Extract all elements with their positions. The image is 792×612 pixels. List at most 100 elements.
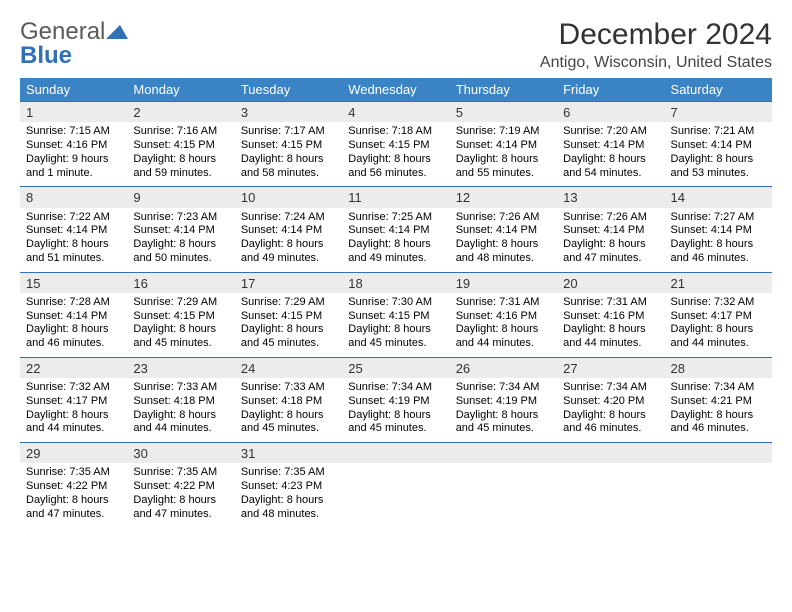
daylight-text: Daylight: 8 hours and 45 minutes.	[241, 409, 336, 437]
daylight-text: Daylight: 8 hours and 54 minutes.	[563, 153, 658, 181]
day-detail-row: Sunrise: 7:28 AMSunset: 4:14 PMDaylight:…	[20, 293, 772, 358]
sunset-text: Sunset: 4:19 PM	[456, 395, 551, 409]
day-number-cell: 16	[127, 272, 234, 293]
sunrise-text: Sunrise: 7:34 AM	[671, 381, 766, 395]
sunrise-text: Sunrise: 7:21 AM	[671, 125, 766, 139]
weekday-header-row: SundayMondayTuesdayWednesdayThursdayFrid…	[20, 78, 772, 102]
sunrise-text: Sunrise: 7:28 AM	[26, 296, 121, 310]
sunset-text: Sunset: 4:14 PM	[456, 224, 551, 238]
day-number: 6	[563, 104, 658, 122]
header: General Blue December 2024 Antigo, Wisco…	[20, 18, 772, 72]
day-detail-cell	[557, 463, 664, 527]
day-number: 8	[26, 189, 121, 207]
day-number-cell: 2	[127, 102, 234, 123]
day-number-cell: 12	[450, 187, 557, 208]
day-number-cell: 22	[20, 357, 127, 378]
sunset-text: Sunset: 4:15 PM	[133, 139, 228, 153]
day-number: 2	[133, 104, 228, 122]
sunset-text: Sunset: 4:20 PM	[563, 395, 658, 409]
daylight-text: Daylight: 8 hours and 56 minutes.	[348, 153, 443, 181]
day-detail-cell: Sunrise: 7:28 AMSunset: 4:14 PMDaylight:…	[20, 293, 127, 358]
day-detail-cell: Sunrise: 7:33 AMSunset: 4:18 PMDaylight:…	[127, 378, 234, 443]
day-detail-row: Sunrise: 7:32 AMSunset: 4:17 PMDaylight:…	[20, 378, 772, 443]
daylight-text: Daylight: 8 hours and 46 minutes.	[563, 409, 658, 437]
day-number-cell: 4	[342, 102, 449, 123]
day-number: 20	[563, 275, 658, 293]
daylight-text: Daylight: 8 hours and 46 minutes.	[671, 238, 766, 266]
day-number: 13	[563, 189, 658, 207]
day-detail-cell: Sunrise: 7:26 AMSunset: 4:14 PMDaylight:…	[450, 208, 557, 273]
day-number-row: 891011121314	[20, 187, 772, 208]
brand-word-1: General	[20, 18, 105, 45]
sunset-text: Sunset: 4:16 PM	[456, 310, 551, 324]
day-detail-cell: Sunrise: 7:34 AMSunset: 4:19 PMDaylight:…	[342, 378, 449, 443]
day-number: 11	[348, 189, 443, 207]
day-detail-cell	[665, 463, 772, 527]
day-number-row: 15161718192021	[20, 272, 772, 293]
day-number-cell: 1	[20, 102, 127, 123]
day-number: 16	[133, 275, 228, 293]
sunrise-text: Sunrise: 7:16 AM	[133, 125, 228, 139]
day-number-cell: 19	[450, 272, 557, 293]
day-number: 12	[456, 189, 551, 207]
sunset-text: Sunset: 4:15 PM	[133, 310, 228, 324]
daylight-text: Daylight: 8 hours and 58 minutes.	[241, 153, 336, 181]
weekday-header: Tuesday	[235, 78, 342, 102]
day-number-cell: 29	[20, 443, 127, 464]
brand-arrow-icon	[106, 23, 128, 44]
day-number-cell: 23	[127, 357, 234, 378]
day-number: 25	[348, 360, 443, 378]
day-number: 17	[241, 275, 336, 293]
sunset-text: Sunset: 4:15 PM	[348, 310, 443, 324]
sunset-text: Sunset: 4:14 PM	[563, 224, 658, 238]
day-detail-cell: Sunrise: 7:21 AMSunset: 4:14 PMDaylight:…	[665, 122, 772, 187]
daylight-text: Daylight: 8 hours and 45 minutes.	[133, 323, 228, 351]
sunset-text: Sunset: 4:22 PM	[133, 480, 228, 494]
sunrise-text: Sunrise: 7:15 AM	[26, 125, 121, 139]
daylight-text: Daylight: 8 hours and 47 minutes.	[26, 494, 121, 522]
day-detail-cell: Sunrise: 7:18 AMSunset: 4:15 PMDaylight:…	[342, 122, 449, 187]
sunrise-text: Sunrise: 7:18 AM	[348, 125, 443, 139]
day-detail-row: Sunrise: 7:15 AMSunset: 4:16 PMDaylight:…	[20, 122, 772, 187]
sunrise-text: Sunrise: 7:25 AM	[348, 211, 443, 225]
sunrise-text: Sunrise: 7:26 AM	[456, 211, 551, 225]
day-detail-cell: Sunrise: 7:35 AMSunset: 4:23 PMDaylight:…	[235, 463, 342, 527]
day-number-cell: 10	[235, 187, 342, 208]
day-number-cell: 27	[557, 357, 664, 378]
daylight-text: Daylight: 8 hours and 50 minutes.	[133, 238, 228, 266]
day-detail-cell: Sunrise: 7:29 AMSunset: 4:15 PMDaylight:…	[127, 293, 234, 358]
day-detail-cell: Sunrise: 7:33 AMSunset: 4:18 PMDaylight:…	[235, 378, 342, 443]
day-number-cell: 24	[235, 357, 342, 378]
month-year: December 2024	[540, 18, 772, 52]
day-number-cell	[557, 443, 664, 464]
day-number-cell: 26	[450, 357, 557, 378]
day-number: 3	[241, 104, 336, 122]
day-number: 24	[241, 360, 336, 378]
day-number-cell: 15	[20, 272, 127, 293]
daylight-text: Daylight: 8 hours and 48 minutes.	[241, 494, 336, 522]
daylight-text: Daylight: 8 hours and 55 minutes.	[456, 153, 551, 181]
daylight-text: Daylight: 8 hours and 46 minutes.	[671, 409, 766, 437]
day-detail-cell: Sunrise: 7:34 AMSunset: 4:19 PMDaylight:…	[450, 378, 557, 443]
day-number: 14	[671, 189, 766, 207]
sunrise-text: Sunrise: 7:34 AM	[563, 381, 658, 395]
day-detail-cell: Sunrise: 7:34 AMSunset: 4:20 PMDaylight:…	[557, 378, 664, 443]
day-number-cell: 18	[342, 272, 449, 293]
day-number-cell: 17	[235, 272, 342, 293]
day-detail-cell: Sunrise: 7:25 AMSunset: 4:14 PMDaylight:…	[342, 208, 449, 273]
sunset-text: Sunset: 4:18 PM	[241, 395, 336, 409]
sunrise-text: Sunrise: 7:29 AM	[133, 296, 228, 310]
day-number: 27	[563, 360, 658, 378]
weekday-header: Sunday	[20, 78, 127, 102]
day-detail-cell: Sunrise: 7:30 AMSunset: 4:15 PMDaylight:…	[342, 293, 449, 358]
daylight-text: Daylight: 8 hours and 44 minutes.	[563, 323, 658, 351]
sunrise-text: Sunrise: 7:31 AM	[563, 296, 658, 310]
day-detail-cell: Sunrise: 7:17 AMSunset: 4:15 PMDaylight:…	[235, 122, 342, 187]
day-number: 30	[133, 445, 228, 463]
day-number-cell: 31	[235, 443, 342, 464]
daylight-text: Daylight: 8 hours and 48 minutes.	[456, 238, 551, 266]
day-number: 28	[671, 360, 766, 378]
day-number-cell: 30	[127, 443, 234, 464]
sunrise-text: Sunrise: 7:22 AM	[26, 211, 121, 225]
day-number: 31	[241, 445, 336, 463]
